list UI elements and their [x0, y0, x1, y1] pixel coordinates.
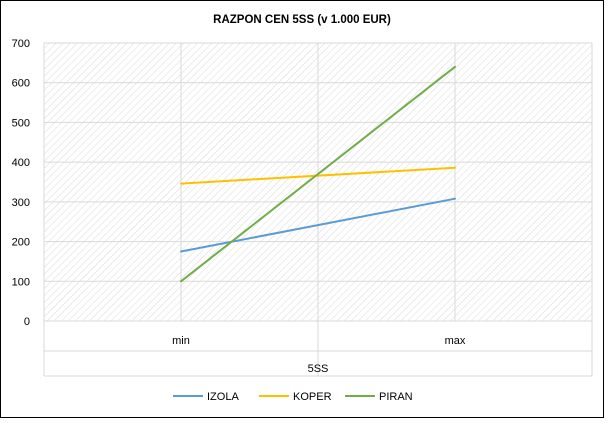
data-point-izola [180, 250, 182, 253]
y-tick-label: 200 [12, 237, 30, 249]
legend-label: IZOLA [207, 391, 239, 403]
y-tick-label: 600 [12, 78, 30, 90]
y-tick-label: 100 [12, 276, 30, 288]
series-line-izola [180, 197, 456, 253]
data-point-izola [454, 197, 456, 200]
data-point-koper [180, 182, 182, 185]
data-point-koper [454, 166, 456, 169]
legend-label: PIRAN [379, 391, 413, 403]
y-tick-label: 400 [12, 157, 30, 169]
legend-label: KOPER [293, 391, 332, 403]
legend: IZOLA KOPER PIRAN [173, 391, 413, 403]
chart-title: RAZPON CEN 5SS (v 1.000 EUR) [213, 14, 391, 26]
x-tick-label: max [445, 335, 466, 347]
category-group-label: 5SS [308, 363, 329, 375]
y-tick-label: 500 [12, 117, 30, 129]
x-tick-label: min [172, 335, 190, 347]
gridlines [43, 42, 593, 377]
series-line-koper [180, 166, 456, 185]
series-lines [180, 65, 456, 283]
y-tick-label: 700 [12, 38, 30, 50]
data-point-piran [454, 65, 456, 68]
y-tick-label: 300 [12, 197, 30, 209]
y-axis: 0 100 200 300 400 500 600 700 [12, 38, 30, 328]
x-axis: min max [172, 335, 466, 347]
y-tick-label: 0 [24, 316, 30, 328]
data-point-piran [180, 280, 182, 283]
series-line-piran [180, 66, 456, 283]
